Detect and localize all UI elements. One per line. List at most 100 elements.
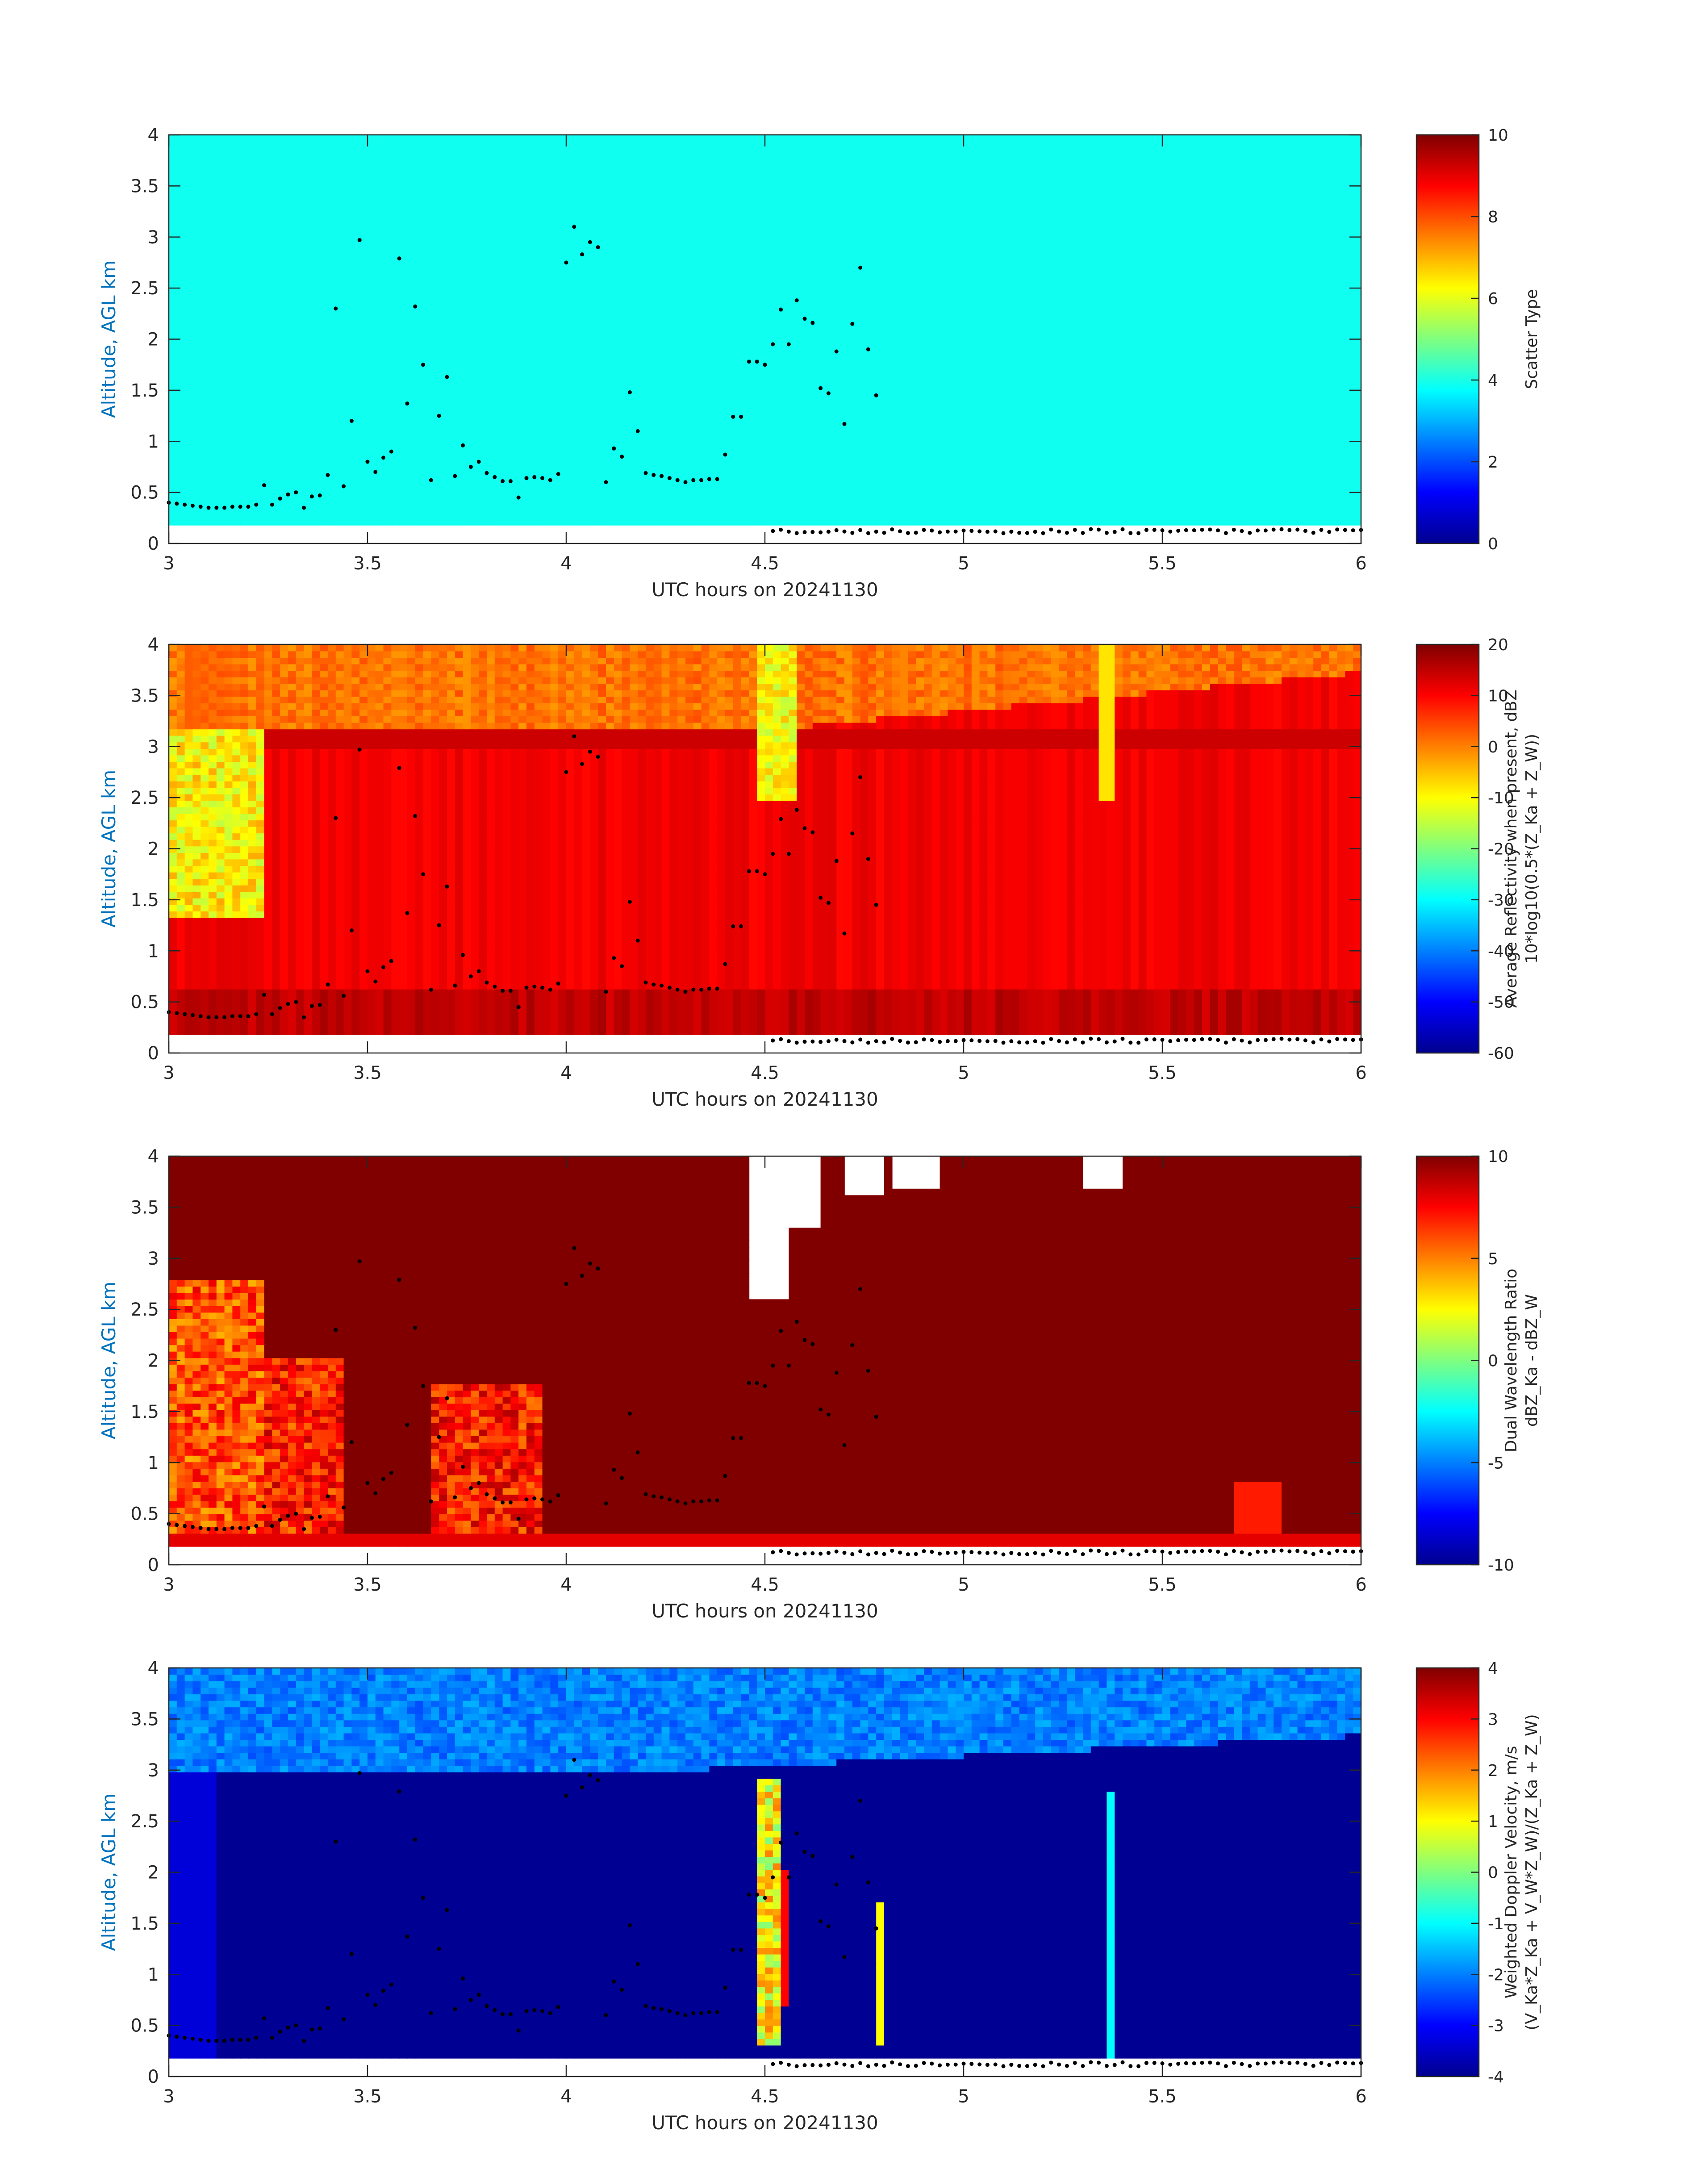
heatmap-cell: [304, 310, 313, 318]
heatmap-cell: [399, 447, 408, 454]
heatmap-cell: [216, 369, 225, 376]
heatmap-cell: [487, 258, 495, 266]
heatmap-cell: [304, 389, 313, 396]
heatmap-cell: [622, 356, 631, 363]
heatmap-cell: [447, 161, 455, 168]
heatmap-cell: [304, 427, 313, 435]
heatmap-cell: [828, 493, 837, 500]
heatmap-cell: [550, 245, 559, 252]
heatmap-cell: [351, 440, 360, 447]
heatmap-cell: [709, 187, 718, 194]
heatmap-cell: [256, 499, 265, 506]
heatmap-cell: [733, 245, 742, 252]
heatmap-cell: [812, 408, 821, 415]
heatmap-cell: [733, 291, 742, 298]
heatmap-cell: [192, 493, 201, 500]
heatmap-cell: [487, 375, 495, 383]
heatmap-cell: [335, 317, 344, 324]
heatmap-cell: [669, 278, 678, 285]
heatmap-cell: [669, 135, 678, 142]
heatmap-cell: [741, 512, 750, 519]
heatmap-cell: [335, 440, 344, 447]
heatmap-cell: [463, 518, 472, 526]
heatmap-cell: [176, 479, 185, 487]
heatmap-cell: [805, 401, 813, 409]
heatmap-cell: [209, 187, 217, 194]
heatmap-cell: [312, 174, 320, 181]
heatmap-cell: [534, 375, 543, 383]
heatmap-cell: [550, 317, 559, 324]
heatmap-cell: [328, 297, 336, 305]
heatmap-cell: [335, 375, 344, 383]
heatmap-cell: [455, 180, 464, 188]
heatmap-cell: [590, 362, 598, 370]
heatmap-cell: [518, 174, 527, 181]
heatmap-cell: [669, 297, 678, 305]
heatmap-cell: [820, 310, 829, 318]
heatmap-cell: [582, 447, 591, 454]
heatmap-cell: [184, 414, 193, 422]
heatmap-cell: [741, 389, 750, 396]
heatmap-cell: [494, 499, 503, 506]
heatmap-cell: [367, 362, 376, 370]
heatmap-cell: [709, 148, 718, 155]
heatmap-cell: [582, 258, 591, 266]
heatmap-cell: [534, 369, 543, 376]
heatmap-cell: [240, 349, 249, 356]
heatmap-cell: [749, 466, 757, 474]
heatmap-cell: [725, 252, 734, 259]
heatmap-cell: [677, 343, 686, 350]
heatmap-cell: [224, 161, 233, 168]
heatmap-cell: [812, 180, 821, 188]
heatmap-cell: [351, 310, 360, 318]
heatmap-cell: [439, 343, 447, 350]
heatmap-cell: [550, 206, 559, 213]
heatmap-cell: [685, 232, 694, 239]
heatmap-cell: [709, 453, 718, 460]
heatmap-cell: [304, 453, 313, 460]
heatmap-cell: [534, 421, 543, 428]
heatmap-cell: [455, 382, 464, 389]
heatmap-cell: [209, 219, 217, 226]
heatmap-cell: [812, 187, 821, 194]
heatmap-cell: [582, 330, 591, 337]
heatmap-cell: [455, 499, 464, 506]
heatmap-cell: [216, 447, 225, 454]
heatmap-cell: [630, 440, 638, 447]
heatmap-cell: [272, 362, 280, 370]
heatmap-cell: [820, 473, 829, 480]
heatmap-cell: [646, 291, 654, 298]
heatmap-cell: [288, 200, 296, 207]
heatmap-cell: [359, 174, 368, 181]
heatmap-cell: [256, 271, 265, 279]
heatmap-cell: [550, 271, 559, 279]
heatmap-cell: [399, 486, 408, 493]
heatmap-cell: [709, 512, 718, 519]
heatmap-cell: [534, 427, 543, 435]
heatmap-cell: [685, 258, 694, 266]
heatmap-cell: [669, 258, 678, 266]
heatmap-cell: [216, 284, 225, 292]
heatmap-cell: [550, 239, 559, 246]
heatmap-cell: [781, 349, 789, 356]
heatmap-cell: [558, 434, 567, 441]
heatmap-cell: [661, 434, 670, 441]
heatmap-cell: [455, 135, 464, 142]
heatmap-cell: [773, 323, 781, 330]
heatmap-cell: [614, 486, 622, 493]
heatmap-cell: [264, 460, 273, 467]
heatmap-cell: [224, 375, 233, 383]
heatmap-cell: [709, 265, 718, 272]
heatmap-cell: [725, 486, 734, 493]
heatmap-cell: [781, 389, 789, 396]
heatmap-cell: [638, 161, 646, 168]
heatmap-cell: [757, 193, 765, 201]
heatmap-cell: [669, 349, 678, 356]
heatmap-cell: [320, 382, 328, 389]
heatmap-cell: [677, 200, 686, 207]
heatmap-cell: [192, 486, 201, 493]
heatmap-cell: [479, 369, 487, 376]
heatmap-cell: [272, 401, 280, 409]
heatmap-cell: [606, 219, 614, 226]
heatmap-cell: [320, 362, 328, 370]
